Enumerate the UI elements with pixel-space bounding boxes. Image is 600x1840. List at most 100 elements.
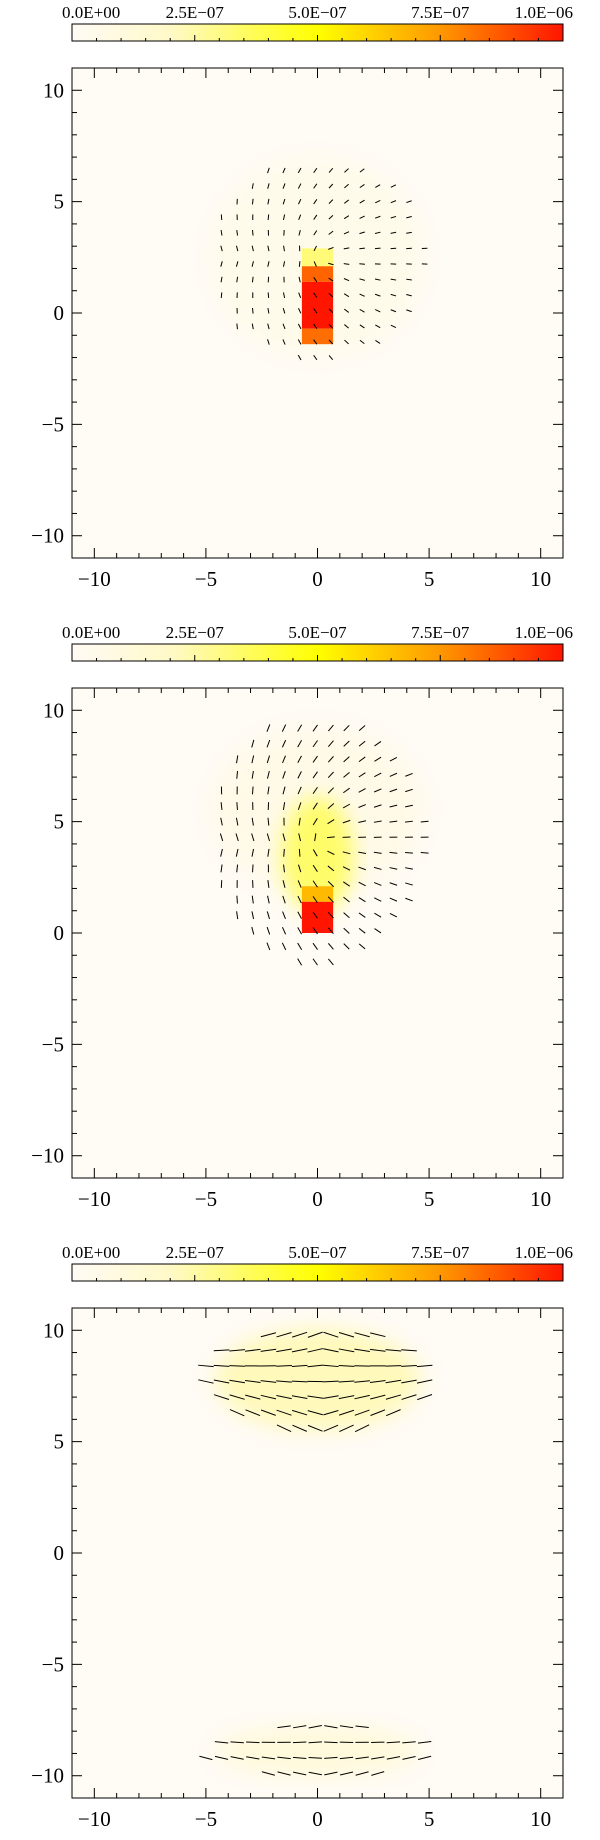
vector-arrow — [276, 1395, 292, 1400]
vector-arrow — [374, 741, 382, 747]
vector-arrow — [327, 724, 334, 732]
vector-arrow — [343, 247, 350, 250]
vector-arrow — [267, 261, 270, 267]
x-tick-label: −10 — [78, 567, 111, 591]
vector-arrow — [339, 1756, 354, 1760]
heatmap-area — [72, 688, 563, 1178]
vector-arrow — [297, 740, 303, 748]
vector-arrow — [198, 1364, 214, 1368]
vector-arrow — [282, 771, 286, 779]
vector-arrow — [244, 1379, 261, 1384]
vector-arrow — [291, 1348, 308, 1353]
vector-arrow — [282, 292, 286, 299]
vector-arrow — [359, 324, 365, 329]
vector-arrow — [298, 261, 301, 267]
vector-arrow — [323, 1331, 339, 1338]
y-tick-label: 5 — [54, 810, 65, 834]
vector-arrow — [282, 198, 286, 205]
vector-arrow — [327, 896, 334, 903]
vector-arrow — [312, 942, 318, 950]
vector-arrow — [298, 848, 301, 857]
y-tick-label: −5 — [42, 1652, 64, 1676]
colorbar-tick-label: 7.5E−07 — [411, 623, 470, 642]
vector-arrow — [375, 184, 381, 188]
vector-arrow — [405, 788, 413, 793]
vector-arrow — [405, 851, 413, 854]
vector-arrow — [267, 848, 270, 857]
heatmap-cell — [301, 901, 334, 933]
vector-arrow — [338, 1348, 355, 1353]
vector-arrow — [283, 245, 285, 252]
vector-arrow — [307, 1348, 323, 1353]
vector-arrow — [342, 819, 351, 824]
vector-arrow — [343, 912, 350, 919]
vector-arrow — [389, 820, 398, 823]
vector-arrow — [420, 852, 429, 854]
vector-arrow — [282, 802, 286, 810]
vector-arrow — [373, 851, 382, 854]
vector-field — [220, 167, 428, 361]
vector-arrow — [375, 324, 381, 329]
vector-arrow — [390, 278, 397, 281]
vector-arrow — [344, 324, 349, 329]
vector-arrow — [359, 339, 365, 345]
vector-arrow — [282, 323, 286, 330]
vector-arrow — [277, 1756, 291, 1760]
vector-arrow — [251, 276, 254, 283]
vector-arrow — [359, 184, 365, 189]
heatmap-area — [72, 1308, 563, 1798]
x-tick-label: −5 — [195, 567, 217, 591]
vector-arrow — [266, 755, 271, 764]
vector-arrow — [282, 833, 286, 842]
vector-arrow — [374, 278, 381, 281]
vector-arrow — [401, 1379, 417, 1384]
vector-arrow — [390, 293, 397, 297]
vector-arrow — [390, 215, 397, 219]
x-tick-label: −5 — [195, 1807, 217, 1831]
vector-arrow — [355, 1756, 369, 1760]
vector-arrow — [198, 1379, 214, 1384]
vector-arrow — [314, 833, 317, 842]
vector-arrow — [313, 292, 318, 298]
vector-arrow — [359, 308, 365, 313]
vector-arrow — [292, 1741, 307, 1744]
vector-arrow — [417, 1741, 432, 1744]
vector-arrow — [297, 323, 302, 330]
x-tick-label: −10 — [78, 1187, 111, 1211]
colorbar-tick-label: 5.0E−07 — [288, 3, 347, 22]
vector-arrow — [235, 833, 239, 842]
vector-arrow — [374, 293, 381, 297]
vector-arrow — [401, 1364, 417, 1367]
vector-arrow — [359, 278, 365, 281]
vector-arrow — [251, 833, 255, 842]
chart-panel-1: 0.0E+00 2.5E−07 5.0E−07 7.5E−07 1.0E−06 −10 −1… — [0, 0, 600, 600]
vector-arrow — [323, 1424, 339, 1432]
vector-arrow — [307, 1424, 323, 1432]
vector-arrow — [308, 1724, 322, 1729]
vector-arrow — [343, 199, 350, 204]
x-tick-label: 10 — [530, 1807, 551, 1831]
vector-arrow — [276, 1380, 292, 1383]
x-tick-label: 10 — [530, 567, 551, 591]
vector-arrow — [298, 833, 302, 842]
vector-arrow — [292, 1771, 307, 1776]
vector-arrow — [405, 867, 413, 870]
vector-arrow — [251, 895, 254, 904]
vector-arrow — [324, 1771, 338, 1776]
vector-arrow — [405, 882, 413, 886]
vector-arrow — [292, 1756, 307, 1759]
vector-arrow — [338, 1364, 355, 1367]
vector-arrow — [251, 323, 254, 330]
vector-arrow — [343, 740, 350, 747]
vector-arrow — [236, 770, 239, 779]
vector-arrow — [390, 309, 397, 313]
vector-arrow — [312, 740, 318, 748]
vector-arrow — [213, 1379, 230, 1384]
vector-arrow — [358, 788, 366, 793]
vector-arrow — [406, 200, 412, 204]
vector-arrow — [312, 771, 318, 779]
vector-arrow — [297, 895, 302, 904]
vector-arrow — [373, 866, 382, 870]
vector-arrow — [276, 1332, 292, 1338]
vector-arrow — [343, 927, 350, 934]
